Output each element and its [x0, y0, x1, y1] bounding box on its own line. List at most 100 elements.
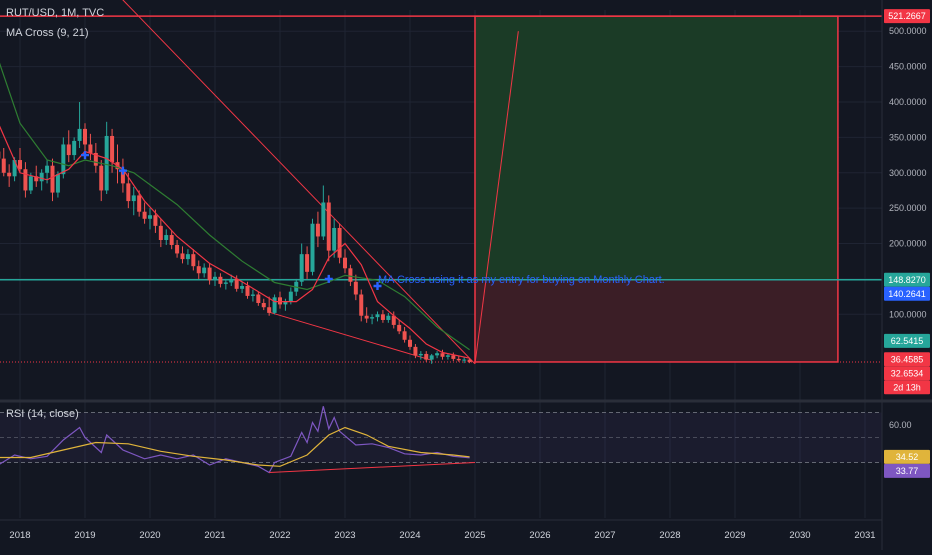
candle-body: [153, 215, 157, 226]
candle-body: [88, 144, 92, 152]
candle-body: [143, 212, 147, 219]
candle-body: [110, 136, 114, 162]
candle-body: [305, 254, 309, 272]
candle-body: [7, 173, 11, 177]
candle-body: [343, 258, 347, 269]
rsi-axis-tick: 60.00: [889, 420, 912, 430]
rsi-indicator-label[interactable]: RSI (14, close): [6, 408, 79, 420]
candle-body: [2, 159, 6, 173]
candle-body: [164, 235, 168, 240]
candle-body: [267, 307, 271, 313]
time-axis-tick: 2022: [269, 530, 290, 541]
candle-body: [424, 354, 428, 360]
candle-body: [208, 268, 212, 281]
price-tag-label: 32.6534: [891, 368, 924, 378]
candle-body: [229, 279, 233, 283]
candle-body: [218, 277, 222, 284]
candle-body: [99, 166, 103, 191]
price-tag-label: 62.5415: [891, 336, 924, 346]
candle-body: [370, 317, 374, 318]
candle-body: [359, 294, 363, 315]
price-tag-label: 33.77: [896, 466, 919, 476]
time-axis-tick: 2018: [9, 530, 30, 541]
candle-body: [397, 325, 401, 331]
candle-body: [29, 176, 33, 190]
ma-indicator-label[interactable]: MA Cross (9, 21): [6, 27, 89, 39]
candle-body: [321, 202, 325, 236]
candle-body: [413, 347, 417, 355]
time-axis-tick: 2024: [399, 530, 420, 541]
candle-body: [300, 254, 304, 282]
candle-body: [181, 253, 185, 259]
candle-body: [403, 331, 407, 339]
candle-body: [289, 292, 293, 302]
candle-body: [451, 355, 455, 359]
time-axis-tick: 2030: [789, 530, 810, 541]
candle-body: [132, 195, 136, 201]
symbol-title[interactable]: RUT/USD, 1M, TVC: [6, 7, 104, 19]
candle-body: [72, 141, 76, 155]
candle-body: [457, 359, 461, 360]
candle-body: [18, 160, 22, 169]
candle-body: [191, 254, 195, 266]
candle-body: [40, 173, 44, 181]
candle-body: [240, 286, 244, 289]
candle-body: [354, 282, 358, 295]
stop-zone: [475, 280, 838, 362]
annotation-note[interactable]: MA Cross using it as my entry for buying…: [378, 274, 665, 286]
candle-body: [348, 268, 352, 281]
candle-body: [159, 226, 163, 240]
price-tag-label: 140.2641: [888, 289, 926, 299]
price-axis-tick: 250.0000: [889, 203, 927, 213]
candle-body: [468, 360, 472, 362]
time-axis-tick: 2029: [724, 530, 745, 541]
time-axis-tick: 2031: [854, 530, 875, 541]
candle-body: [311, 224, 315, 272]
candle-body: [51, 166, 55, 193]
time-axis-tick: 2025: [464, 530, 485, 541]
candle-body: [251, 294, 255, 295]
candle-body: [278, 297, 282, 304]
candle-body: [430, 355, 434, 359]
candle-body: [381, 314, 385, 320]
candle-body: [365, 316, 369, 319]
candle-body: [376, 314, 380, 317]
candle-body: [446, 355, 450, 356]
candle-body: [262, 303, 266, 307]
price-tag-label: 36.4585: [891, 354, 924, 364]
candle-body: [67, 144, 71, 155]
candle-body: [462, 360, 466, 361]
price-axis-tick: 400.0000: [889, 97, 927, 107]
price-tag-label: 34.52: [896, 452, 919, 462]
candle-body: [56, 174, 60, 192]
price-axis-tick: 300.0000: [889, 168, 927, 178]
candle-body: [235, 279, 239, 289]
candle-body: [213, 277, 217, 281]
candle-body: [435, 353, 439, 355]
candle-body: [186, 254, 190, 259]
price-axis-tick: 100.0000: [889, 309, 927, 319]
price-axis-tick: 450.0000: [889, 62, 927, 72]
price-tag-label: 521.2667: [888, 11, 926, 21]
candle-body: [78, 129, 82, 141]
candle-body: [61, 144, 65, 174]
candle-body: [23, 169, 27, 190]
candle-body: [197, 266, 201, 273]
candle-body: [316, 224, 320, 237]
candle-body: [175, 245, 179, 253]
time-axis-tick: 2026: [529, 530, 550, 541]
price-axis-tick: 200.0000: [889, 239, 927, 249]
candle-body: [83, 129, 87, 145]
time-axis-tick: 2023: [334, 530, 355, 541]
price-tag-label: 2d 13h: [893, 382, 921, 392]
candle-body: [137, 195, 141, 211]
candle-body: [126, 183, 130, 201]
candle-body: [338, 228, 342, 258]
time-axis-tick: 2021: [204, 530, 225, 541]
time-axis-tick: 2027: [594, 530, 615, 541]
candle-body: [224, 282, 228, 283]
candle-body: [386, 316, 390, 320]
candle-body: [273, 297, 277, 313]
